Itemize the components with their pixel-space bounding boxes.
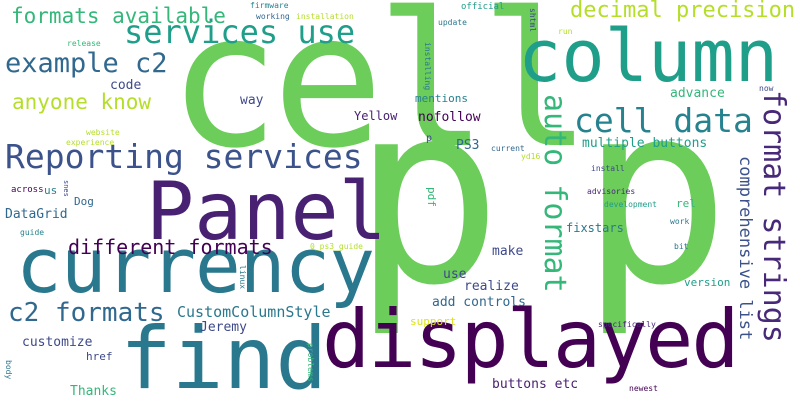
word-advisories: advisories	[587, 187, 636, 196]
word-way: way	[240, 93, 264, 108]
word-formats-available: formats available	[11, 4, 226, 28]
word-p-2: p	[580, 49, 731, 340]
word-reporting-services: Reporting services	[5, 137, 363, 176]
word-advance: advance	[670, 86, 725, 101]
word-displayed: displayed	[322, 293, 739, 386]
word-column: column	[518, 14, 779, 98]
word-jeremy: Jeremy	[200, 320, 247, 335]
word-cell-data: cell data	[574, 101, 753, 140]
word-yd16: yd16	[521, 152, 541, 161]
word-run: run	[558, 27, 573, 36]
word-pdf: pdf	[425, 187, 438, 207]
word-code: code	[110, 78, 142, 93]
word-installing: installing	[423, 42, 432, 91]
word-example-c2: example c2	[5, 48, 168, 79]
word-release: release	[67, 39, 101, 48]
word-cell: cell	[168, 0, 592, 189]
word-installation: installation	[296, 12, 354, 21]
word-problems: problems	[306, 343, 315, 382]
word-linux: linux	[238, 265, 247, 290]
word-us: us	[44, 184, 58, 197]
word-buttons-etc: buttons etc	[492, 377, 579, 392]
word-version: version	[684, 276, 731, 289]
word-bit: bit	[674, 242, 689, 251]
word-find: find	[120, 309, 328, 400]
word-customize: customize	[22, 335, 93, 350]
word-use: use	[443, 267, 467, 282]
word-different-formats: different formats	[68, 235, 273, 259]
word-realize: realize	[464, 279, 519, 294]
word-decimal-precision: decimal precision	[570, 0, 796, 23]
word-p-small: p	[426, 133, 433, 144]
word-update: update	[438, 18, 467, 27]
word-experience: experience	[66, 138, 115, 147]
word-format-strings: format strings	[756, 90, 791, 343]
word-services-use: services use	[124, 13, 356, 51]
word-customcolumnstyle: CustomColumnStyle	[177, 303, 331, 321]
word-dog: Dog	[74, 195, 94, 208]
word-multiple-buttons: multiple buttons	[582, 136, 708, 151]
word-fixstars: fixstars	[566, 221, 624, 235]
word-now: now	[759, 84, 774, 93]
word-work: work	[670, 217, 690, 226]
word-guide: guide	[20, 228, 45, 237]
word-anyone-know: anyone know	[12, 90, 152, 114]
word-firmware: firmware	[250, 1, 289, 10]
word-specifically: specifically	[598, 320, 656, 329]
word-install: install	[591, 164, 625, 173]
word-0-ps3-guide: 0_ps3_guide	[310, 242, 363, 251]
word-datagrid: DataGrid	[5, 207, 68, 222]
word-comprehensive-list: comprehensive list	[735, 156, 755, 341]
word-support: support	[410, 315, 457, 328]
word-currency: currency	[16, 221, 375, 310]
word-development: development	[604, 200, 657, 209]
word-snes: snes	[62, 180, 70, 197]
word-mentions: mentions	[415, 92, 468, 105]
word-p-1: p	[352, 49, 503, 340]
word-nofollow: nofollow	[418, 110, 481, 125]
word-add-controls: add controls	[432, 295, 526, 310]
word-thanks: Thanks	[70, 384, 117, 399]
word-rel: rel	[676, 197, 696, 210]
word-href: href	[86, 350, 113, 363]
word-official: official	[461, 2, 505, 12]
word-make: make	[492, 244, 524, 259]
word-website: website	[86, 128, 120, 137]
word-panel: Panel	[146, 165, 387, 258]
word-c2-formats: c2 formats	[8, 298, 165, 328]
word-auto-format: auto format	[537, 94, 572, 293]
word-across: across	[11, 185, 44, 195]
word-shtml: shtml	[528, 8, 537, 33]
word-yellow: Yellow	[354, 109, 398, 123]
word-current: current	[491, 144, 525, 153]
word-body: body	[4, 360, 13, 380]
word-ps3: PS3	[456, 138, 480, 153]
word-working: working	[256, 12, 290, 21]
word-newest: newest	[629, 384, 658, 393]
